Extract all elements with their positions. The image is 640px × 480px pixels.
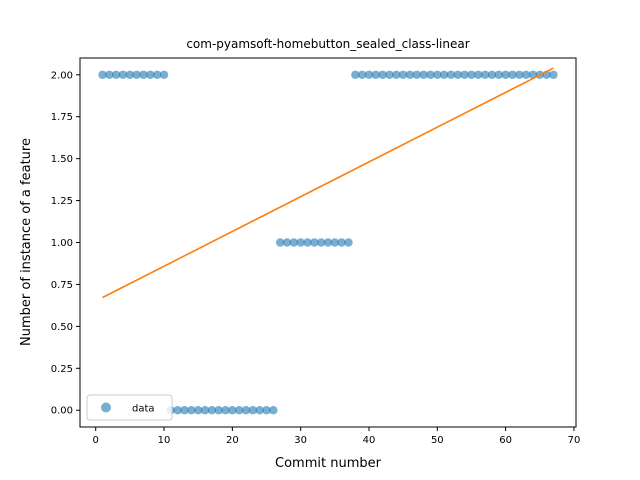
- y-axis: 0.00 0.25 0.50 0.75 1.00 1.25 1.50 1.75 2.00: [51, 70, 80, 417]
- y-tick-label: 0.00: [51, 406, 73, 417]
- y-axis-label: Number of instance of a feature: [19, 138, 34, 346]
- y-tick-label: 0.75: [51, 280, 73, 291]
- x-tick-label: 10: [158, 435, 171, 446]
- data-point: [221, 406, 230, 415]
- data-point: [207, 406, 217, 415]
- data-point: [398, 70, 408, 79]
- data-point: [446, 70, 456, 79]
- data-point: [474, 70, 483, 79]
- data-point: [453, 70, 463, 79]
- data-point: [501, 70, 510, 79]
- data-point: [351, 70, 360, 79]
- x-tick-label: 20: [226, 435, 239, 446]
- data-point: [146, 70, 155, 79]
- data-point: [480, 70, 490, 79]
- data-point: [153, 70, 162, 79]
- data-point: [385, 70, 394, 79]
- y-tick-label: 2.00: [51, 70, 73, 81]
- data-point: [508, 70, 517, 79]
- data-point: [344, 238, 353, 247]
- data-point: [549, 70, 558, 79]
- data-point: [269, 406, 278, 415]
- y-tick-label: 1.75: [51, 112, 73, 123]
- x-tick-label: 30: [294, 435, 307, 446]
- x-tick-label: 70: [568, 435, 581, 446]
- data-point: [337, 238, 346, 247]
- chart-title: com-pyamsoft-homebutton_sealed_class-lin…: [186, 37, 469, 51]
- data-point: [487, 70, 497, 79]
- data-point: [515, 70, 524, 79]
- fit-line: [102, 67, 554, 299]
- legend-box: [86, 394, 173, 421]
- legend-marker-data: [101, 402, 111, 413]
- data-point: [282, 238, 292, 247]
- data-point: [275, 238, 285, 247]
- data-point: [467, 70, 476, 79]
- data-point: [426, 70, 435, 79]
- data-point: [118, 70, 128, 79]
- data-point: [248, 406, 258, 415]
- y-tick-label: 1.50: [51, 154, 73, 165]
- x-tick-label: 60: [499, 435, 512, 446]
- data-point: [392, 70, 401, 79]
- data-point: [228, 406, 237, 415]
- data-point: [125, 70, 135, 79]
- data-point: [173, 406, 182, 415]
- data-point: [255, 406, 264, 415]
- data-point: [460, 70, 469, 79]
- data-point: [112, 70, 121, 79]
- data-point: [241, 406, 251, 415]
- y-tick-label: 0.50: [51, 322, 73, 333]
- x-tick-label: 40: [363, 435, 376, 446]
- y-tick-label: 1.00: [51, 238, 73, 249]
- data-point: [316, 238, 326, 247]
- data-point: [105, 70, 114, 79]
- data-point: [180, 406, 189, 415]
- data-point: [405, 70, 415, 79]
- data-point: [296, 238, 305, 247]
- legend: data: [86, 394, 173, 421]
- data-point: [310, 238, 319, 247]
- data-point: [193, 406, 203, 415]
- data-point: [419, 70, 428, 79]
- data-point: [132, 70, 141, 79]
- data-point: [234, 406, 244, 415]
- x-axis-label: Commit number: [275, 456, 382, 471]
- data-point: [521, 70, 531, 79]
- data-point: [433, 70, 442, 79]
- data-point: [494, 70, 503, 79]
- x-axis: 0 10 20 30 40 50 60 70: [93, 427, 581, 446]
- data-point: [364, 70, 374, 79]
- data-point: [187, 406, 196, 415]
- data-point: [200, 406, 210, 415]
- y-tick-label: 1.25: [51, 196, 73, 207]
- data-point: [214, 406, 223, 415]
- data-point: [357, 70, 367, 79]
- data-point: [98, 70, 107, 79]
- y-tick-label: 0.25: [51, 364, 73, 375]
- data-point: [371, 70, 381, 79]
- data-point: [159, 70, 169, 79]
- data-point: [139, 70, 148, 79]
- data-point: [323, 238, 333, 247]
- data-point: [330, 238, 340, 247]
- plot-area: [98, 67, 558, 415]
- legend-label-data: data: [132, 404, 155, 415]
- x-tick-label: 0: [93, 435, 99, 446]
- data-point: [439, 70, 449, 79]
- data-point: [378, 70, 387, 79]
- data-point: [262, 406, 271, 415]
- data-point: [412, 70, 422, 79]
- data-point: [303, 238, 312, 247]
- x-tick-label: 50: [431, 435, 444, 446]
- data-point: [289, 238, 299, 247]
